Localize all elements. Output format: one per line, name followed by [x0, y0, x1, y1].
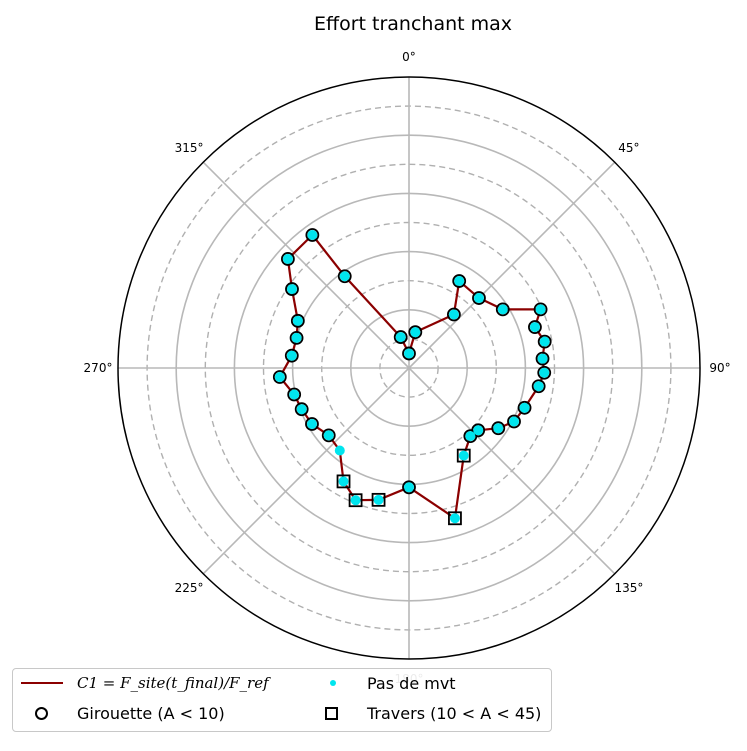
pas-de-mvt-point — [296, 404, 307, 415]
girouette-marker — [533, 302, 548, 317]
pas-de-mvt-point — [535, 304, 546, 315]
theta-tick-label: 45° — [618, 141, 639, 155]
girouette-marker — [285, 282, 299, 296]
theta-tick-label: 270° — [84, 361, 113, 375]
legend-label-pas-de-mvt: Pas de mvt — [367, 673, 456, 693]
pas-de-mvt-point — [286, 350, 297, 361]
pas-de-mvt-point — [465, 431, 476, 442]
pas-de-mvt-point — [473, 293, 484, 304]
pas-de-mvt-point — [289, 389, 300, 400]
girouette-marker — [305, 228, 320, 242]
pas-de-mvt-point — [307, 229, 318, 240]
theta-tick-label: 135° — [614, 581, 643, 595]
grid-spoke — [202, 367, 410, 575]
pas-de-mvt-point — [458, 450, 469, 461]
theta-tick-label: 90° — [709, 361, 730, 375]
girouette-marker — [463, 429, 478, 444]
pas-de-mvt-point — [473, 425, 484, 436]
pas-de-mvt-point — [449, 513, 460, 524]
grid-spoke — [408, 367, 616, 575]
pas-de-mvt-point — [404, 348, 414, 359]
dark-red-line-icon — [19, 673, 65, 693]
pas-de-mvt-point — [410, 327, 421, 338]
girouette-marker — [408, 325, 423, 340]
legend-item-pas-de-mvt: Pas de mvt — [309, 673, 456, 693]
girouette-marker — [294, 402, 309, 417]
pas-de-mvt-point — [497, 304, 508, 315]
travers-marker — [448, 511, 462, 526]
girouette-marker — [289, 330, 304, 345]
travers-marker — [456, 448, 471, 463]
pas-de-mvt-point — [291, 332, 302, 343]
girouette-marker — [305, 417, 319, 431]
cyan-dot-icon — [309, 673, 355, 693]
legend-item-c1: C1 = F_site(t_final)/F_ref — [19, 673, 269, 693]
pas-de-mvt-point — [373, 494, 384, 505]
pas-de-mvt-point — [519, 402, 530, 413]
pas-de-mvt-point — [493, 423, 504, 434]
girouette-marker — [337, 269, 352, 284]
grid-spoke — [202, 161, 410, 369]
girouette-marker — [284, 348, 299, 363]
girouette-marker — [402, 480, 416, 495]
theta-tick-label: 225° — [175, 581, 204, 595]
girouette-marker — [280, 252, 295, 266]
travers-marker — [336, 474, 351, 489]
girouette-marker — [287, 387, 302, 402]
pas-de-mvt-point — [274, 372, 285, 383]
pas-de-mvt-point — [529, 322, 540, 333]
legend-label-travers: Travers (10 < A < 45) — [367, 703, 542, 723]
pas-de-mvt-point — [323, 430, 334, 441]
pas-de-mvt-point — [539, 336, 550, 347]
polar-frame — [117, 76, 701, 660]
theta-tick-label: 315° — [175, 141, 204, 155]
pas-de-mvt-point — [350, 495, 361, 506]
pas-de-mvt-point — [306, 419, 317, 430]
legend-item-girouette: Girouette (A < 10) — [19, 703, 225, 723]
pas-de-mvt-point — [404, 482, 414, 493]
pas-de-mvt-point — [339, 271, 350, 282]
pas-de-mvt-point — [533, 381, 544, 392]
pas-de-mvt-point — [539, 367, 550, 378]
girouette-marker — [537, 334, 552, 349]
girouette-marker — [535, 351, 550, 366]
girouette-marker — [472, 291, 486, 305]
grid-spoke — [408, 161, 616, 369]
pas-de-mvt-point — [334, 445, 345, 456]
girouette-marker — [537, 365, 552, 380]
pas-de-mvt-point — [537, 353, 548, 364]
girouette-marker — [531, 379, 546, 394]
legend-item-travers: Travers (10 < A < 45) — [309, 703, 541, 723]
pas-de-mvt-point — [454, 276, 465, 287]
girouette-marker — [290, 313, 305, 328]
girouette-marker — [321, 428, 336, 443]
legend-label-c1: C1 = F_site(t_final)/F_ref — [77, 674, 269, 692]
girouette-marker — [272, 370, 287, 384]
pas-de-mvt-point — [282, 253, 293, 264]
legend: C1 = F_site(t_final)/F_ref Pas de mvt Gi… — [12, 668, 552, 732]
travers-marker — [371, 492, 386, 507]
pas-de-mvt-point — [286, 284, 297, 295]
girouette-marker — [517, 400, 532, 415]
pas-de-mvt-point — [292, 315, 303, 326]
travers-marker — [348, 493, 363, 508]
girouette-marker — [393, 330, 408, 344]
girouette-marker — [491, 421, 506, 436]
pas-de-mvt-point — [395, 332, 406, 343]
girouette-marker — [446, 307, 461, 322]
girouette-marker — [507, 414, 521, 429]
circle-outline-icon — [19, 703, 65, 723]
girouette-marker — [495, 302, 510, 317]
chart-title: Effort tranchant max — [314, 13, 512, 35]
girouette-marker — [452, 274, 467, 288]
pas-de-mvt-point — [509, 416, 520, 427]
pas-de-mvt-point — [448, 309, 459, 320]
legend-label-girouette: Girouette (A < 10) — [77, 703, 225, 723]
girouette-marker — [528, 320, 542, 334]
girouette-marker — [402, 346, 416, 361]
square-outline-icon — [309, 703, 355, 723]
pas-de-mvt-point — [338, 476, 349, 487]
theta-tick-label: 0° — [402, 50, 416, 64]
